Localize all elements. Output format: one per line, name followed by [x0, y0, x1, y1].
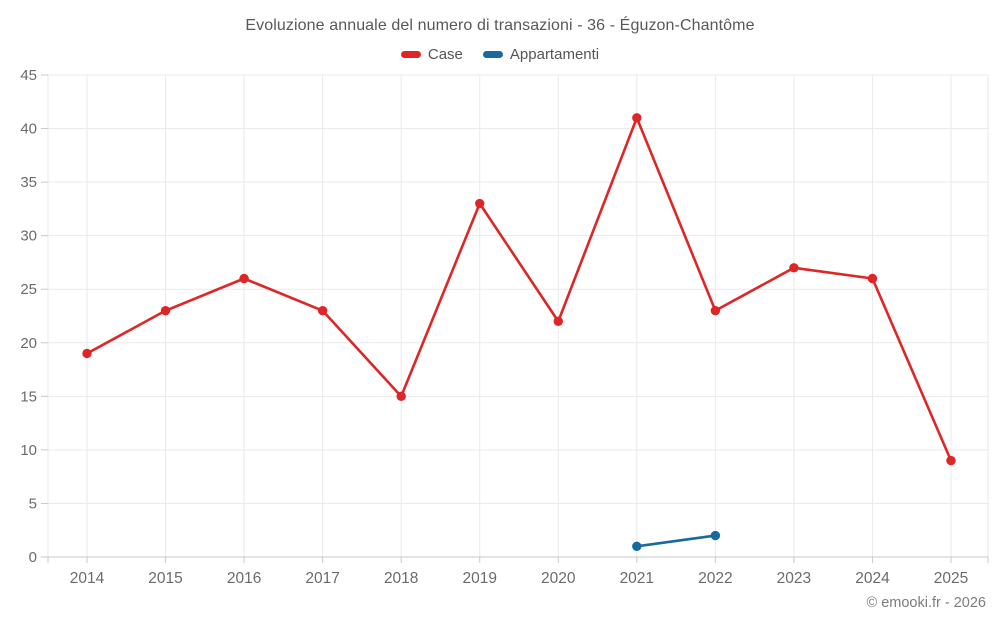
- data-point-case-2018[interactable]: [396, 391, 406, 402]
- y-axis-label: 20: [20, 335, 37, 352]
- data-point-case-2023[interactable]: [789, 263, 799, 273]
- data-point-appartamenti-2021[interactable]: [632, 541, 642, 551]
- x-axis-label: 2022: [698, 570, 732, 587]
- copyright-credit: © emooki.fr - 2026: [866, 595, 986, 611]
- data-point-case-2015[interactable]: [160, 305, 171, 316]
- y-axis-label: 45: [20, 67, 37, 84]
- y-axis-label: 30: [20, 228, 37, 245]
- data-point-case-2014[interactable]: [82, 348, 92, 359]
- legend-swatch-case: [400, 51, 421, 58]
- data-point-case-2024[interactable]: [867, 273, 878, 284]
- legend-item-case[interactable]: Case: [400, 46, 463, 63]
- y-axis-label: 10: [20, 442, 37, 459]
- y-axis-label: 15: [20, 388, 37, 405]
- x-axis-label: 2014: [70, 570, 105, 587]
- x-axis-label: 2018: [384, 570, 418, 587]
- x-axis-label: 2025: [934, 570, 968, 587]
- x-axis-label: 2017: [305, 570, 339, 587]
- y-axis-label: 40: [20, 121, 37, 138]
- y-axis-label: 0: [29, 549, 37, 566]
- chart-title: Evoluzione annuale del numero di transaz…: [245, 17, 755, 34]
- x-axis-label: 2021: [620, 570, 654, 587]
- legend-swatch-appartamenti: [482, 51, 503, 58]
- chart-legend: Case Appartamenti: [0, 46, 1000, 63]
- data-point-appartamenti-2022[interactable]: [710, 530, 721, 541]
- legend-label-appartamenti: Appartamenti: [509, 46, 600, 63]
- data-point-case-2019[interactable]: [475, 198, 485, 209]
- data-point-case-2021[interactable]: [632, 113, 642, 123]
- y-axis-label: 5: [29, 495, 37, 512]
- x-axis-label: 2016: [227, 570, 261, 587]
- y-axis-label: 35: [20, 174, 37, 191]
- data-point-case-2017[interactable]: [317, 305, 328, 316]
- legend-label-case: Case: [427, 46, 463, 63]
- series-line-case: [85, 116, 953, 462]
- data-point-case-2016[interactable]: [239, 273, 249, 284]
- x-axis-label: 2015: [148, 570, 182, 587]
- legend-item-appartamenti[interactable]: Appartamenti: [482, 46, 600, 63]
- x-axis-label: 2024: [855, 570, 890, 587]
- data-point-case-2020[interactable]: [553, 316, 563, 327]
- x-axis-label: 2020: [541, 570, 576, 587]
- series-line-appartamenti: [635, 534, 717, 548]
- x-axis-label: 2019: [462, 570, 496, 587]
- data-point-case-2025[interactable]: [946, 455, 956, 466]
- y-axis-label: 25: [20, 281, 37, 298]
- x-axis-label: 2023: [777, 570, 811, 587]
- data-point-case-2022[interactable]: [710, 305, 721, 316]
